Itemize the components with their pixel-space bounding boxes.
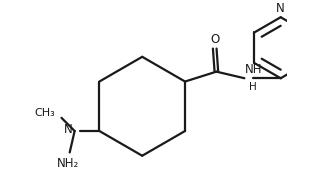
Text: H: H	[249, 82, 256, 92]
Text: N: N	[64, 123, 73, 136]
Text: NH: NH	[245, 63, 263, 76]
Text: O: O	[210, 33, 219, 46]
Text: N: N	[276, 2, 285, 15]
Text: CH₃: CH₃	[34, 108, 55, 118]
Text: NH₂: NH₂	[57, 157, 79, 170]
